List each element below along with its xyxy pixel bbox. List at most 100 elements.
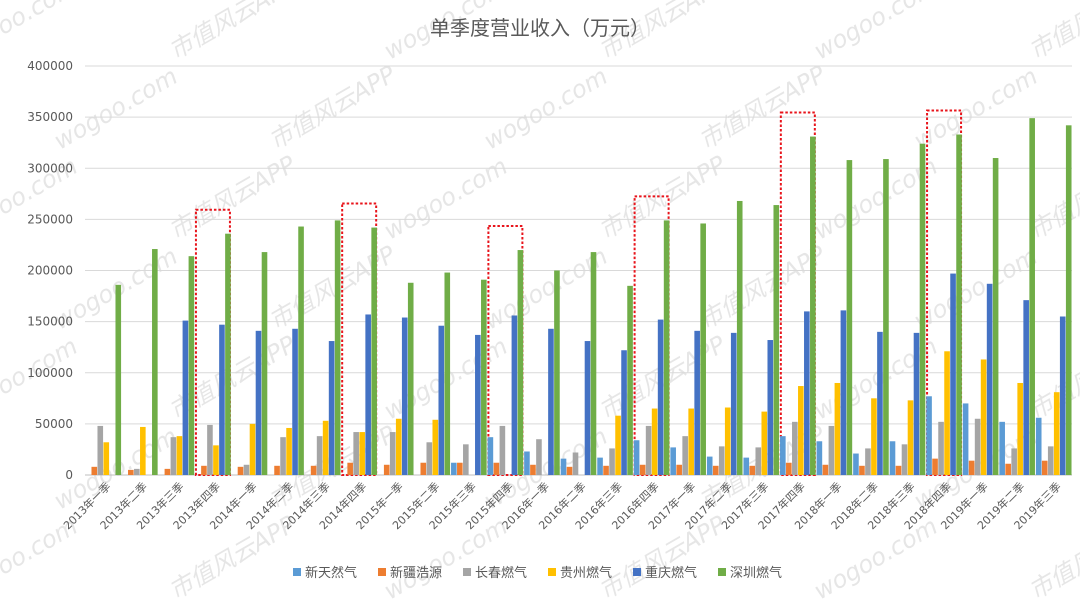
legend-label: 新疆浩源 [390, 565, 442, 581]
bar [261, 252, 268, 475]
bar [877, 331, 883, 475]
bar [645, 425, 652, 475]
bar [237, 466, 244, 475]
y-axis-ticks: 0 50000 100000 150000 200000 250000 300000 3500… [27, 59, 73, 482]
legend-label: 深圳燃气 [730, 565, 782, 581]
bar [115, 284, 122, 475]
bar [432, 419, 439, 475]
bar [786, 462, 792, 475]
bar [207, 424, 213, 475]
gridlines [85, 65, 1072, 476]
bar [792, 421, 798, 475]
bar [883, 159, 889, 476]
bar [639, 464, 646, 475]
bar [1047, 446, 1054, 475]
bar [846, 160, 853, 475]
bar [383, 464, 390, 475]
bar [986, 283, 993, 475]
bar [828, 425, 835, 475]
bar [548, 328, 554, 475]
bar [420, 462, 427, 475]
bar [182, 320, 189, 475]
chart-title: 单季度营业收入（万元） [430, 16, 650, 40]
bar [91, 466, 98, 475]
bar [853, 453, 859, 475]
bar [292, 328, 298, 475]
legend-label: 长春燃气 [475, 565, 527, 581]
bar [950, 273, 956, 475]
bar [682, 436, 688, 475]
bar [219, 324, 225, 475]
bar [1053, 392, 1060, 475]
watermark-text: wogoo.com [49, 62, 182, 155]
bar [1029, 118, 1035, 476]
bar [743, 457, 750, 475]
bar [170, 437, 177, 475]
legend-swatch [633, 568, 641, 576]
bar [451, 462, 457, 475]
bar [310, 465, 317, 475]
bar [475, 334, 481, 475]
bar [438, 325, 445, 475]
bar [164, 468, 171, 475]
bar [999, 421, 1005, 475]
bar [974, 418, 981, 475]
bar [395, 418, 402, 475]
bar [463, 444, 469, 475]
bar [536, 439, 542, 475]
watermark-text: wogoo.com [909, 62, 1042, 155]
bar [822, 464, 829, 475]
y-tick-label: 400000 [27, 59, 73, 73]
bar [359, 432, 365, 475]
bar [572, 452, 579, 475]
bar [426, 442, 433, 475]
bar [499, 425, 506, 475]
bar [968, 460, 975, 475]
bar [298, 226, 304, 475]
bar [524, 451, 530, 475]
legend-swatch [293, 568, 301, 576]
bar [487, 437, 494, 475]
bar [371, 227, 377, 475]
bar [103, 442, 110, 475]
bar [444, 272, 451, 475]
bar [780, 436, 786, 475]
legend-label: 贵州燃气 [560, 565, 612, 581]
legend-swatch [548, 568, 556, 576]
bar [1065, 125, 1072, 475]
bar [676, 464, 682, 475]
bar [316, 436, 323, 475]
y-tick-label: 350000 [27, 110, 73, 124]
highlight-box [633, 195, 670, 476]
y-tick-label: 100000 [27, 366, 73, 380]
bar [700, 223, 706, 475]
bar [389, 432, 396, 475]
bar [657, 319, 664, 475]
bar [152, 249, 158, 475]
bar [913, 332, 920, 475]
legend: 新天然气 新疆浩源 长春燃气 贵州燃气 重庆燃气 深圳燃气 [293, 565, 782, 581]
y-tick-label: 0 [65, 468, 73, 482]
y-tick-label: 250000 [27, 212, 73, 226]
bar [980, 359, 987, 475]
bar [225, 233, 231, 475]
bar [938, 421, 944, 475]
legend-swatch [718, 568, 726, 576]
bar [663, 220, 670, 475]
bar [347, 462, 353, 475]
legend-swatch [463, 568, 471, 576]
legend-swatch [378, 568, 386, 576]
bar [670, 447, 676, 475]
bar [1017, 382, 1023, 475]
bar [493, 462, 500, 475]
bar [134, 468, 140, 475]
bar [932, 458, 938, 475]
watermark-text: 市值风云APP [164, 0, 301, 65]
bar [859, 465, 865, 475]
y-tick-label: 150000 [27, 315, 73, 329]
watermark-text: wogoo.com [809, 0, 942, 65]
bar [255, 330, 262, 475]
y-tick-label: 300000 [27, 161, 73, 175]
bar [560, 458, 567, 475]
